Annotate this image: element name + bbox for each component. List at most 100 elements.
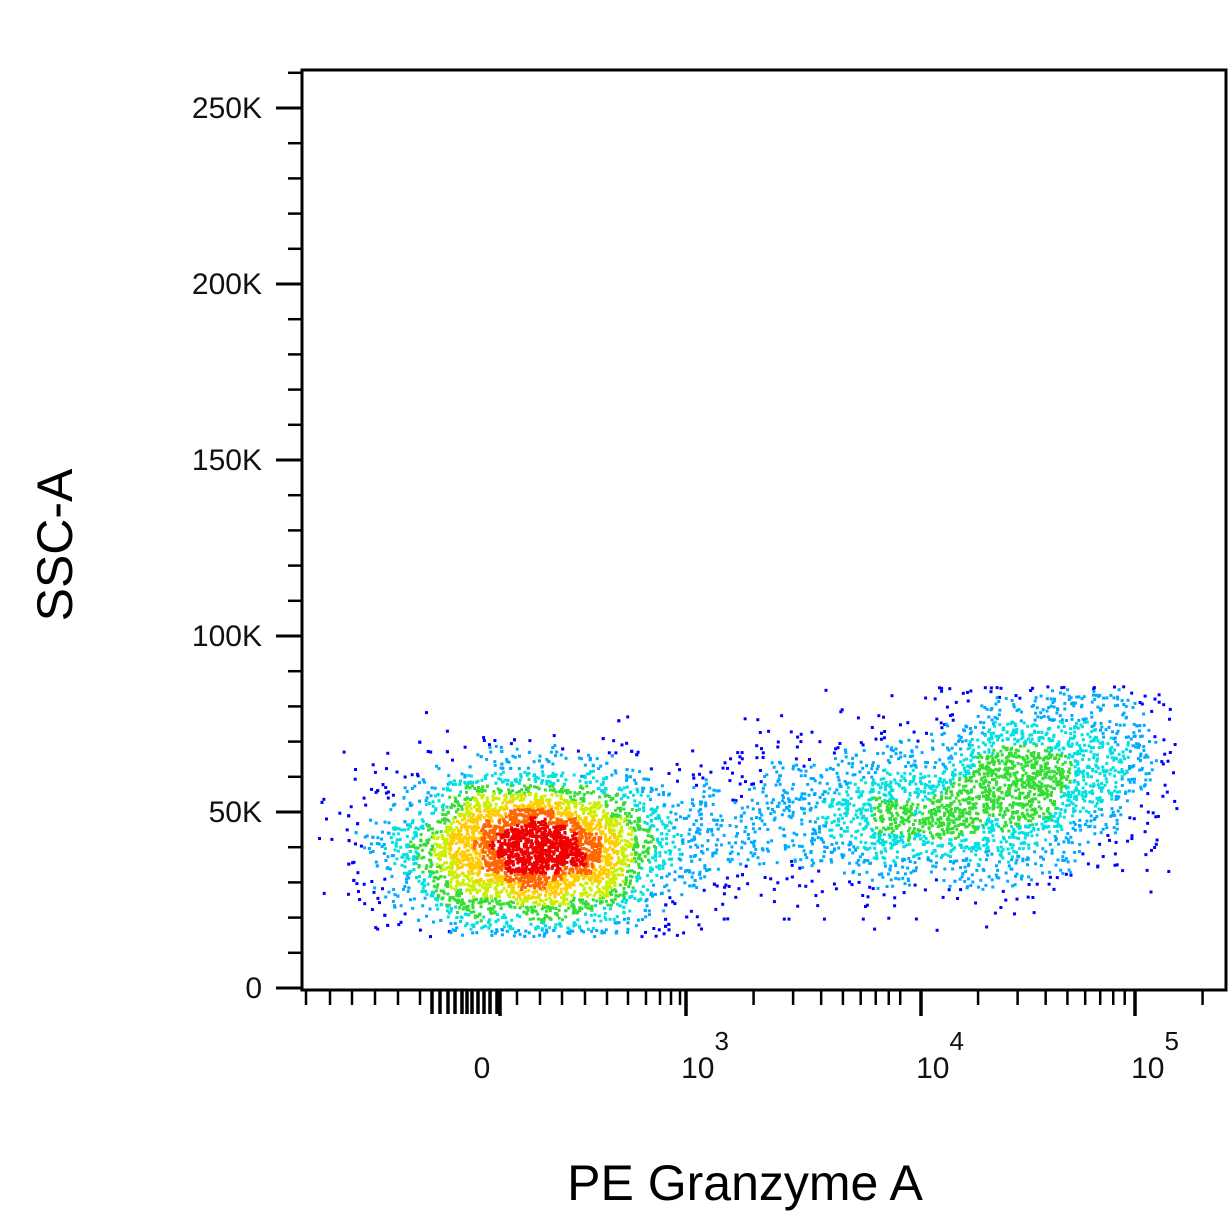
event-dot bbox=[403, 912, 407, 916]
event-dot bbox=[1075, 752, 1079, 756]
event-dot bbox=[669, 821, 673, 825]
event-dot bbox=[756, 718, 760, 722]
event-dot bbox=[1132, 764, 1136, 768]
event-dot bbox=[616, 873, 620, 877]
event-dot bbox=[620, 743, 624, 747]
event-dot bbox=[886, 799, 889, 803]
event-dot bbox=[699, 764, 703, 768]
event-dot bbox=[1120, 775, 1124, 779]
event-dot bbox=[618, 904, 622, 908]
event-dot bbox=[919, 782, 923, 786]
event-dot bbox=[759, 893, 763, 897]
event-dot bbox=[971, 818, 975, 821]
event-dot bbox=[551, 762, 555, 766]
event-dot bbox=[457, 793, 461, 797]
event-dot bbox=[529, 922, 533, 926]
event-dot bbox=[977, 768, 981, 771]
event-dot bbox=[1073, 850, 1076, 854]
event-dot bbox=[899, 740, 903, 744]
event-dot bbox=[870, 775, 874, 779]
event-dot bbox=[1149, 890, 1153, 894]
event-dot bbox=[752, 844, 756, 848]
event-dot bbox=[974, 755, 978, 759]
event-dot bbox=[736, 751, 740, 755]
event-dot bbox=[1116, 790, 1120, 794]
event-dot bbox=[781, 794, 785, 797]
event-dot bbox=[838, 813, 842, 817]
event-dot bbox=[639, 857, 643, 861]
event-dot bbox=[472, 895, 475, 899]
event-dot bbox=[1105, 826, 1109, 830]
event-dot bbox=[675, 762, 679, 766]
event-dot bbox=[764, 794, 768, 798]
event-dot bbox=[1028, 814, 1032, 818]
event-dot bbox=[1048, 875, 1052, 879]
event-dot bbox=[965, 819, 969, 823]
event-dot bbox=[1078, 810, 1082, 813]
event-dot bbox=[1014, 822, 1018, 826]
event-dot bbox=[783, 790, 787, 794]
event-dot bbox=[1027, 760, 1030, 764]
event-dot bbox=[924, 760, 928, 764]
event-dot bbox=[552, 782, 556, 786]
event-dot bbox=[961, 798, 965, 802]
event-dot bbox=[1084, 823, 1088, 826]
event-dot bbox=[484, 888, 488, 892]
event-dot bbox=[548, 916, 552, 920]
event-dot bbox=[493, 771, 497, 775]
event-dot bbox=[871, 761, 875, 765]
event-dot bbox=[1067, 694, 1071, 698]
event-dot bbox=[970, 737, 974, 741]
event-dot bbox=[661, 822, 665, 826]
event-dot bbox=[962, 822, 966, 826]
event-dot bbox=[790, 863, 794, 867]
event-dot bbox=[774, 783, 778, 787]
event-dot bbox=[1051, 739, 1055, 743]
event-dot bbox=[970, 873, 974, 877]
event-dot bbox=[862, 749, 866, 752]
event-dot bbox=[951, 718, 955, 722]
event-dot bbox=[843, 829, 846, 833]
event-dot bbox=[701, 851, 705, 855]
event-dot bbox=[467, 908, 471, 912]
event-dot bbox=[961, 872, 965, 876]
event-dot bbox=[838, 801, 842, 805]
event-dot bbox=[598, 805, 602, 809]
event-dot bbox=[465, 905, 469, 909]
event-dot bbox=[856, 716, 860, 720]
event-dot bbox=[839, 827, 843, 831]
event-dot bbox=[353, 777, 357, 781]
event-dot bbox=[1044, 787, 1048, 791]
event-dot bbox=[381, 783, 385, 787]
event-dot bbox=[1172, 771, 1175, 775]
event-dot bbox=[1136, 757, 1140, 761]
event-dot bbox=[424, 822, 428, 826]
event-dot bbox=[841, 855, 845, 859]
event-dot bbox=[884, 849, 888, 853]
event-dot bbox=[551, 746, 555, 749]
event-dot bbox=[887, 833, 891, 837]
event-dot bbox=[514, 780, 518, 784]
event-dot bbox=[752, 841, 755, 845]
event-dot bbox=[482, 925, 486, 929]
event-dot bbox=[983, 686, 987, 690]
event-dot bbox=[727, 841, 731, 845]
event-dot bbox=[825, 820, 829, 824]
event-dot bbox=[492, 797, 496, 801]
event-dot bbox=[1097, 798, 1101, 802]
event-dot bbox=[1041, 777, 1045, 781]
event-dot bbox=[1028, 777, 1032, 781]
event-dot bbox=[957, 832, 961, 836]
event-dot bbox=[976, 817, 979, 821]
event-dot bbox=[465, 908, 469, 912]
event-dot bbox=[432, 811, 436, 815]
event-dot bbox=[913, 831, 917, 835]
event-dot bbox=[1028, 824, 1032, 827]
event-dot bbox=[1075, 742, 1079, 746]
event-dot bbox=[1128, 767, 1131, 771]
event-dot bbox=[875, 854, 879, 858]
event-dot bbox=[727, 884, 731, 888]
event-dot bbox=[803, 833, 807, 837]
event-dot bbox=[473, 914, 477, 918]
event-dot bbox=[991, 885, 995, 889]
